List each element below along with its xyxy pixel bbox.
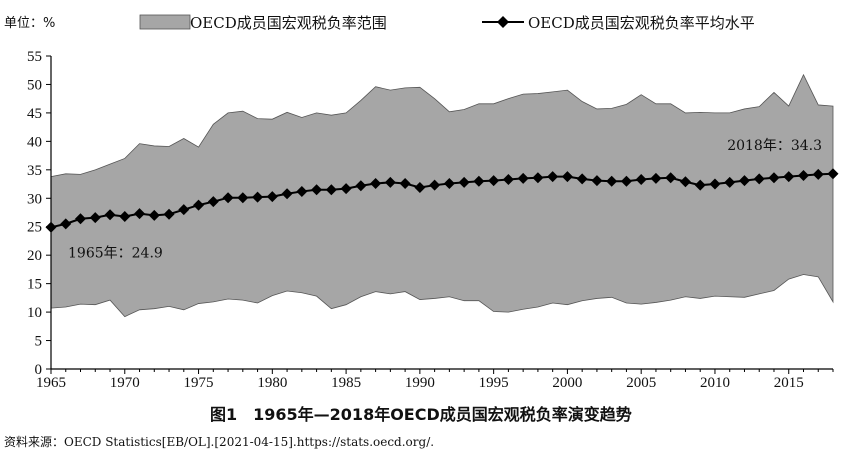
average-point bbox=[325, 184, 337, 196]
average-point bbox=[709, 178, 721, 190]
average-point bbox=[104, 209, 116, 221]
average-point bbox=[193, 199, 205, 211]
y-tick-label: 55 bbox=[27, 49, 42, 65]
average-point bbox=[60, 218, 72, 230]
average-point bbox=[591, 175, 603, 187]
average-point bbox=[75, 213, 87, 225]
average-point bbox=[620, 175, 632, 187]
x-tick-label: 1970 bbox=[110, 375, 140, 391]
average-point bbox=[458, 176, 470, 188]
average-point bbox=[252, 191, 264, 203]
x-tick-label: 2015 bbox=[774, 375, 804, 391]
average-point bbox=[384, 176, 396, 188]
annotation-start: 1965年：24.9 bbox=[68, 245, 163, 261]
average-point bbox=[783, 171, 795, 183]
average-point bbox=[576, 173, 588, 185]
average-point bbox=[311, 184, 323, 196]
average-point bbox=[502, 173, 514, 185]
x-tick-label: 1980 bbox=[257, 375, 287, 391]
average-point bbox=[443, 177, 455, 189]
average-point bbox=[148, 209, 160, 221]
annotations: 1965年：24.9 2018年：34.3 bbox=[68, 138, 822, 261]
average-point bbox=[694, 179, 706, 191]
average-point bbox=[561, 171, 573, 183]
average-point bbox=[532, 172, 544, 184]
range-area-layer bbox=[50, 73, 834, 318]
y-tick-label: 25 bbox=[27, 220, 42, 236]
average-point bbox=[724, 176, 736, 188]
average-point bbox=[414, 181, 426, 193]
legend: OECD成员国宏观税负率范围 OECD成员国宏观税负率平均水平 bbox=[139, 14, 755, 32]
x-tick-label: 1995 bbox=[479, 375, 509, 391]
x-tick-label: 1990 bbox=[405, 375, 435, 391]
x-tick-label: 1965 bbox=[36, 375, 66, 391]
y-tick-label: 15 bbox=[27, 277, 42, 293]
average-point bbox=[163, 208, 175, 220]
range-area bbox=[50, 73, 834, 318]
y-tick-label: 40 bbox=[27, 134, 42, 150]
average-point bbox=[768, 172, 780, 184]
average-point bbox=[178, 204, 190, 216]
average-point bbox=[665, 172, 677, 184]
y-tick-label: 35 bbox=[27, 163, 42, 179]
average-point bbox=[797, 170, 809, 182]
x-tick-label: 1985 bbox=[331, 375, 361, 391]
average-point bbox=[606, 175, 618, 187]
axes: 0 5 10 15 20 25 30 35 40 45 50 55 1965 1970 1975 1980 19… bbox=[27, 49, 834, 391]
average-point bbox=[134, 208, 146, 220]
average-point bbox=[517, 172, 529, 184]
average-point bbox=[738, 175, 750, 187]
y-tick-label: 50 bbox=[27, 77, 42, 93]
annotation-end: 2018年：34.3 bbox=[727, 138, 822, 154]
x-tick-label: 1975 bbox=[184, 375, 214, 391]
average-point bbox=[679, 176, 691, 188]
average-point bbox=[488, 175, 500, 187]
legend-avg-label: OECD成员国宏观税负率平均水平 bbox=[528, 14, 755, 32]
legend-range-swatch bbox=[139, 14, 191, 30]
y-tick-label: 5 bbox=[35, 334, 43, 350]
average-point bbox=[340, 183, 352, 195]
average-point bbox=[237, 192, 249, 204]
x-tick-label: 2010 bbox=[700, 375, 730, 391]
average-point bbox=[635, 173, 647, 185]
average-point bbox=[473, 175, 485, 187]
legend-avg-marker bbox=[497, 16, 509, 28]
average-point bbox=[207, 196, 219, 208]
average-point bbox=[222, 192, 234, 204]
average-point bbox=[812, 168, 824, 180]
y-tick-label: 20 bbox=[27, 248, 42, 264]
legend-range-label: OECD成员国宏观税负率范围 bbox=[190, 14, 387, 32]
unit-label: 单位：% bbox=[4, 16, 55, 31]
average-markers-layer bbox=[45, 168, 839, 233]
average-point bbox=[281, 188, 293, 200]
average-point bbox=[650, 172, 662, 184]
average-point bbox=[429, 179, 441, 191]
source-note: 资料来源：OECD Statistics[EB/OL].[2021-04-15]… bbox=[4, 435, 434, 449]
average-point bbox=[119, 210, 131, 222]
x-tick-label: 2000 bbox=[552, 375, 582, 391]
average-point bbox=[266, 191, 278, 203]
y-tick-label: 45 bbox=[27, 106, 42, 122]
x-tick-label: 2005 bbox=[626, 375, 656, 391]
figure-caption: 图1 1965年—2018年OECD成员国宏观税负率演变趋势 bbox=[210, 405, 632, 424]
y-tick-label: 10 bbox=[27, 305, 42, 321]
average-point bbox=[355, 180, 367, 192]
average-point bbox=[296, 185, 308, 197]
y-tick-label: 30 bbox=[27, 191, 42, 207]
average-point bbox=[827, 168, 839, 180]
y-tick-label: 0 bbox=[35, 362, 43, 378]
average-point bbox=[370, 177, 382, 189]
average-point bbox=[89, 212, 101, 224]
average-point bbox=[399, 177, 411, 189]
average-point bbox=[753, 173, 765, 185]
average-point bbox=[547, 171, 559, 183]
